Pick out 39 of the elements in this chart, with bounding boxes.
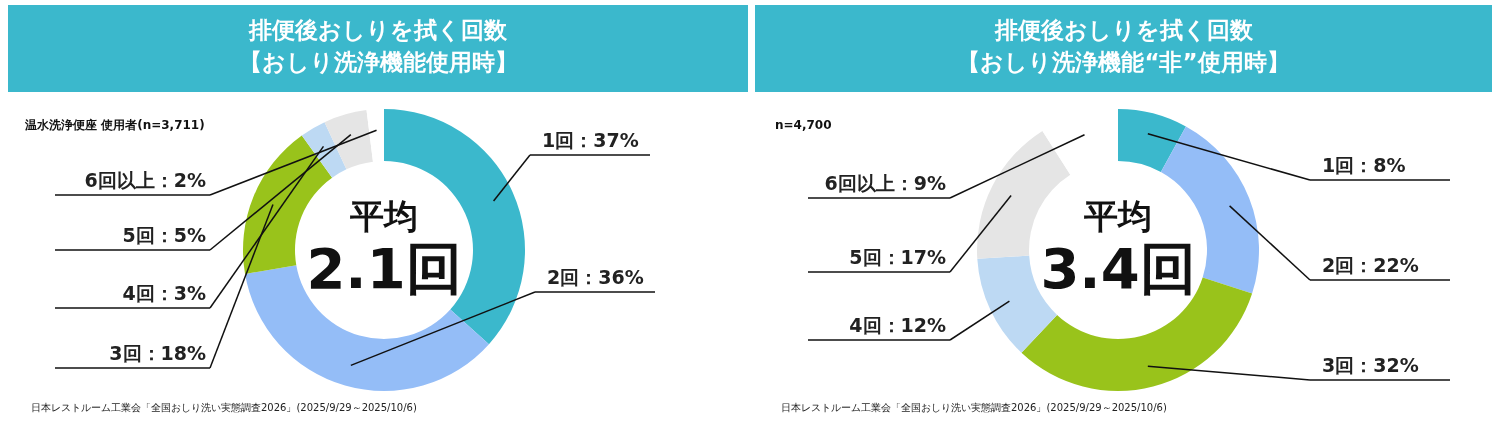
text: 日本レストルーム工業会「全国おしり洗い実態調査2026」(2025/9/29～2025/10/6) [31, 402, 417, 413]
slice-label: 2回 [547, 266, 580, 288]
slice-label: 3回 [1322, 354, 1355, 376]
text: 2.1回 [306, 236, 462, 301]
slice-label: 5回 [122, 224, 155, 246]
data-label: ：37% [574, 129, 639, 151]
text: 日本レストルーム工業会「全国おしり洗い実態調査2026」(2025/9/29～2025/10/6) [781, 402, 1167, 413]
data-label: ：12% [881, 314, 946, 336]
slice-label: 1回 [1322, 154, 1355, 176]
chart-subtitle: 【おしり洗浄機能使用時】 [238, 49, 518, 75]
slice-label: 1回 [542, 129, 575, 151]
chart-title: 排便後おしりを拭く回数 [993, 17, 1254, 43]
data-label: ：8% [1354, 154, 1406, 176]
slice-label: 5回 [849, 246, 882, 268]
data-label: ：32% [1354, 354, 1419, 376]
data-label: ：9% [894, 172, 946, 194]
data-label: ：2% [154, 169, 206, 191]
slice-label: 4回 [849, 314, 882, 336]
data-label: ：3% [154, 282, 206, 304]
data-label: ：17% [881, 246, 946, 268]
text: n=4,700 [775, 118, 832, 132]
donut-slice [1118, 109, 1186, 173]
slice-label: 2回 [1322, 254, 1355, 276]
data-label: ：36% [579, 266, 644, 288]
text: 3.4回 [1040, 236, 1196, 301]
data-label: ：5% [154, 224, 206, 246]
donut-slice [324, 110, 373, 170]
text: 平均 [349, 196, 418, 236]
data-label: ：18% [141, 342, 206, 364]
donut-slice [301, 122, 347, 178]
chart-title: 排便後おしりを拭く回数 [248, 17, 508, 43]
data-label: ：22% [1354, 254, 1419, 276]
slice-label: 6回以上 [84, 169, 155, 191]
text: 平均 [1083, 196, 1152, 236]
chart-subtitle: 【おしり洗浄機能“非”使用時】 [957, 49, 1290, 75]
text: 温水洗浄便座 使用者(n=3,711) [24, 118, 205, 132]
slice-label: 6回以上 [824, 172, 895, 194]
slice-label: 4回 [122, 282, 155, 304]
slice-label: 3回 [109, 342, 142, 364]
